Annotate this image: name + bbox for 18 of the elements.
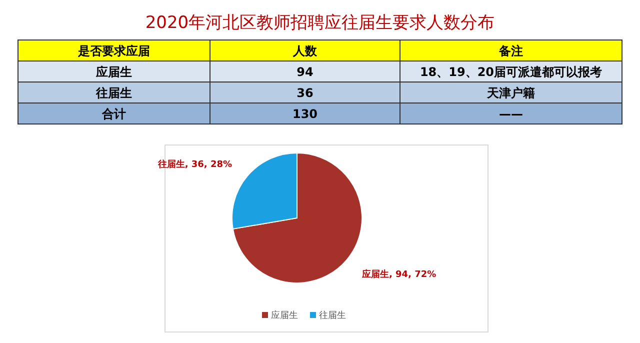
data-label: 应届生, 94, 72%: [360, 268, 436, 280]
text: 人数: [292, 44, 318, 58]
legend-label: 往届生: [319, 310, 346, 321]
text: 130: [292, 107, 318, 121]
pie-slice: [232, 152, 362, 284]
text: 18、19、20届可派遣都可以报考: [420, 65, 602, 79]
data-label: 往届生, 36, 28%: [156, 159, 232, 170]
text: 往届生: [95, 86, 132, 100]
legend-label: 应届生: [271, 310, 298, 321]
text: ——: [499, 107, 523, 121]
text: 94: [296, 65, 314, 79]
chart-title: 2020年河北区教师招聘应往届生要求人数分布: [145, 13, 495, 33]
text: 36: [296, 86, 314, 100]
text: 是否要求应届: [77, 44, 150, 58]
text: 天津户籍: [486, 86, 535, 100]
text: 应届生: [95, 65, 132, 79]
text: 备注: [498, 44, 523, 58]
text: 合计: [101, 107, 126, 121]
